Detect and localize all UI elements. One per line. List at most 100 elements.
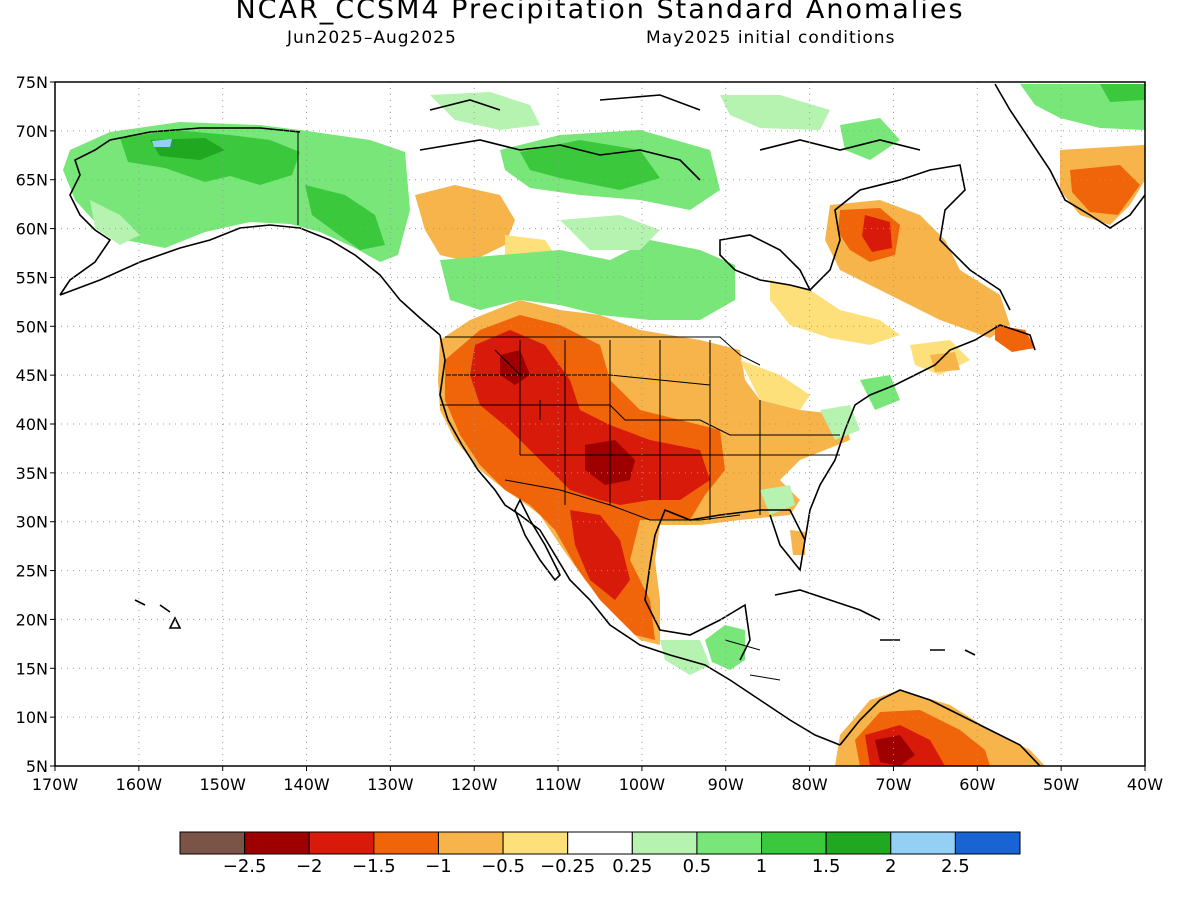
greenland-wet-core: [1100, 84, 1145, 102]
colorbar-label: 2.5: [941, 856, 970, 877]
lat-label: 45N: [16, 366, 48, 385]
colorbar-label: −0.25: [540, 856, 596, 877]
lon-label: 70W: [875, 775, 911, 794]
alaska-light-green: [90, 200, 140, 245]
colorbar-swatch: [244, 831, 310, 855]
arctic-islands: [419, 94, 921, 181]
colorbar-label: 1: [755, 856, 768, 877]
alaska-light-blue: [152, 139, 172, 147]
lat-label: 50N: [16, 317, 48, 336]
us-dry-red: [470, 330, 710, 505]
us-dry-red-mx: [570, 510, 630, 600]
gulf-coast: [644, 508, 806, 661]
colorbar-label: −1.5: [351, 856, 396, 877]
lat-label: 65N: [16, 171, 48, 190]
arctic-light-2: [720, 95, 830, 130]
coastlines: [59, 83, 1145, 766]
forecast-period: Jun2025–Aug2025: [287, 28, 457, 48]
central-canada-wet: [440, 240, 735, 320]
lon-label: 60W: [959, 775, 995, 794]
lon-label: 120W: [451, 775, 498, 794]
quebec-dry-red: [862, 215, 892, 252]
colorbar-swatch: [631, 831, 698, 855]
colorbar-swatch: [308, 831, 375, 855]
southeast-wet: [760, 485, 795, 515]
alaska-wet-core-2: [305, 185, 385, 250]
ohio-pale: [820, 405, 860, 440]
colorbar-swatch: [567, 831, 633, 855]
lon-label: 80W: [792, 775, 828, 794]
axis-ticks: [50, 81, 1146, 771]
colorbar-label: 0.5: [682, 856, 712, 877]
colorbar-swatch: [373, 831, 439, 855]
colorbar-label: 1.5: [811, 856, 841, 877]
lat-label: 30N: [16, 513, 48, 532]
colorbar-swatch: [696, 831, 763, 855]
lat-label: 70N: [16, 122, 48, 141]
grid-lines: [55, 82, 1145, 766]
lat-label: 35N: [16, 464, 48, 483]
colorbar-swatch: [890, 831, 956, 855]
lon-label: 100W: [619, 775, 666, 794]
colorbar-label: −1: [425, 856, 452, 877]
political-borders: [297, 132, 840, 681]
alaska-coast: [59, 127, 441, 336]
colorbar-swatch: [179, 831, 246, 855]
colorbar: [179, 831, 1021, 855]
lon-label: 110W: [535, 775, 582, 794]
greenland-dry-core: [1070, 165, 1140, 215]
idaho-core: [500, 350, 530, 385]
arctic-light-3: [840, 118, 900, 160]
lon-label: 40W: [1127, 775, 1163, 794]
labrador: [809, 164, 1011, 311]
west-coast: [439, 334, 841, 746]
lat-label: 5N: [26, 757, 48, 776]
colorbar-swatch: [502, 831, 569, 855]
ne-wet: [860, 375, 900, 410]
lon-label: 150W: [200, 775, 247, 794]
central-america-light: [660, 640, 710, 675]
maritimes-dry: [930, 352, 960, 372]
lon-label: 90W: [708, 775, 744, 794]
great-lakes-pale: [770, 280, 900, 345]
lat-label: 25N: [16, 562, 48, 581]
colorbar-swatch: [954, 831, 1021, 855]
arctic-light: [430, 92, 540, 130]
lon-label: 140W: [283, 775, 330, 794]
baja: [514, 498, 561, 582]
lat-label: 60N: [16, 220, 48, 239]
lat-label: 20N: [16, 610, 48, 629]
central-america-wet: [705, 625, 745, 670]
lat-label: 40N: [16, 415, 48, 434]
lat-label: 55N: [16, 268, 48, 287]
lat-label: 10N: [16, 708, 48, 727]
latitude-labels: 75N 70N 65N 60N 55N 50N 45N 40N 35N 30N 25N 20N 15N 1…: [16, 73, 48, 776]
south-america-coast: [839, 689, 1041, 766]
lon-label: 170W: [32, 775, 79, 794]
sa-dry-deep: [875, 735, 915, 766]
us-dry-pale: [740, 360, 810, 410]
colorbar-label: 2: [885, 856, 897, 877]
map-title: NCAR_CCSM4 Precipitation Standard Anomal…: [235, 0, 965, 25]
central-canada-light: [560, 215, 660, 250]
east-coast: [804, 324, 1036, 541]
initial-conditions: May2025 initial conditions: [646, 28, 896, 48]
colorbar-swatch: [437, 831, 504, 855]
lon-label: 160W: [116, 775, 163, 794]
lon-label: 130W: [367, 775, 414, 794]
colorbar-label: −2.5: [222, 856, 267, 877]
greenland-coast: [994, 83, 1145, 229]
colorbar-swatch: [761, 831, 827, 855]
colorbar-swatch: [825, 831, 892, 855]
newfoundland-dry: [995, 325, 1035, 352]
colorbar-label: −0.5: [481, 856, 525, 877]
hawaii: [134, 599, 182, 629]
lon-label: 50W: [1043, 775, 1079, 794]
caribbean: [774, 589, 976, 656]
colorbar-label: −2: [295, 856, 323, 877]
hudson-bay: [719, 234, 812, 292]
lat-label: 75N: [16, 73, 48, 92]
colorbar-label: 0.25: [612, 856, 653, 877]
nw-canada-dry: [415, 185, 515, 262]
